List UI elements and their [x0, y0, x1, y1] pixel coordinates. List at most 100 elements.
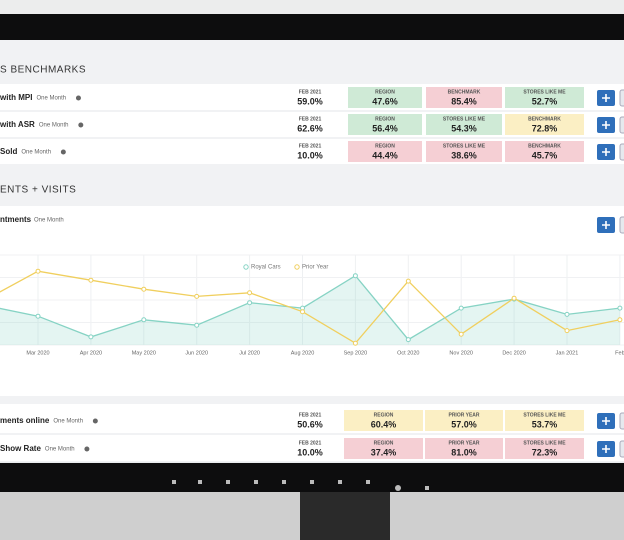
legend-marker: [243, 264, 249, 270]
metric-box: [344, 410, 423, 431]
point: [405, 337, 411, 343]
row-value: 10.0%: [297, 447, 323, 457]
x-tick-label: Jan 2021: [556, 350, 579, 356]
metric-value: 47.6%: [372, 96, 398, 106]
point: [141, 317, 147, 323]
metric-label: STORES LIKE ME: [523, 89, 566, 95]
metric-value: 57.0%: [451, 419, 477, 429]
x-tick-label: Apr 2020: [80, 350, 102, 356]
info-icon: [78, 122, 84, 128]
row-period: One Month: [53, 419, 83, 425]
row-date: FEB 2021: [299, 412, 322, 418]
x-tick-label: Nov 2020: [449, 350, 473, 356]
metric-label: PRIOR YEAR: [448, 412, 479, 418]
point: [35, 268, 41, 274]
bezel-buttons: [172, 480, 429, 491]
metric-box: [348, 114, 422, 135]
point: [247, 300, 253, 306]
x-tick-label: Feb: [615, 350, 624, 356]
row-date: FEB 2021: [299, 143, 322, 149]
info-icon: [84, 446, 90, 452]
metric-box: [425, 438, 503, 459]
section-title: S BENCHMARKS: [0, 65, 86, 76]
point: [617, 305, 623, 311]
x-tick-label: Sep 2020: [344, 350, 368, 356]
metric-value: 56.4%: [372, 123, 398, 133]
row-period: One Month: [36, 96, 66, 102]
metric-box: [505, 141, 584, 162]
area: [0, 275, 620, 345]
metric-box: [505, 87, 584, 108]
x-tick-label: Mar 2020: [26, 350, 49, 356]
panel-period: One Month: [34, 218, 64, 224]
metric-label: BENCHMARK: [528, 116, 561, 122]
point: [88, 277, 94, 283]
x-tick-label: Dec 2020: [502, 350, 526, 356]
metric-value: 37.4%: [371, 447, 397, 457]
point: [458, 331, 464, 337]
info-icon: [92, 418, 98, 424]
metric-box: [348, 141, 422, 162]
row-date: FEB 2021: [299, 116, 322, 122]
metric-value: 44.4%: [372, 150, 398, 160]
row-name: Show Rate: [0, 444, 41, 453]
row-name: ments online: [0, 416, 50, 425]
metric-box: [425, 410, 503, 431]
panel: [0, 206, 624, 396]
metric-label: STORES LIKE ME: [523, 412, 566, 418]
row-value: 50.6%: [297, 419, 323, 429]
row-value: 62.6%: [297, 123, 323, 133]
metric-value: 38.6%: [451, 150, 477, 160]
panel-title: ntments: [0, 215, 32, 224]
x-tick-label: Oct 2020: [397, 350, 419, 356]
row-period: One Month: [45, 447, 75, 453]
point: [458, 305, 464, 311]
metric-box: [505, 438, 584, 459]
metric-label: REGION: [375, 89, 395, 95]
metric-value: 60.4%: [371, 419, 397, 429]
stand: [300, 488, 390, 540]
metric-label: REGION: [374, 440, 394, 446]
metric-value: 45.7%: [532, 150, 558, 160]
metric-value: 72.3%: [532, 447, 558, 457]
metric-label: BENCHMARK: [528, 143, 561, 149]
row-name: with ASR: [0, 120, 35, 129]
info-icon: [75, 95, 81, 101]
point: [405, 278, 411, 284]
button-edge: [619, 412, 624, 430]
metric-label: STORES LIKE ME: [443, 116, 486, 122]
point: [564, 311, 570, 317]
point: [300, 309, 305, 315]
button-edge: [619, 89, 624, 107]
row-period: One Month: [39, 123, 69, 129]
point: [88, 334, 94, 340]
metric-label: STORES LIKE ME: [443, 143, 486, 149]
point: [35, 313, 41, 319]
row-value: 10.0%: [297, 150, 323, 160]
point: [247, 290, 253, 296]
x-tick-label: May 2020: [132, 350, 156, 356]
metric-box: [505, 114, 584, 135]
point: [352, 273, 358, 279]
metric-box: [426, 114, 502, 135]
legend-label: Royal Cars: [251, 265, 281, 271]
button-edge: [619, 440, 624, 458]
metric-value: 81.0%: [451, 447, 477, 457]
row-value: 59.0%: [297, 96, 323, 106]
legend-label: Prior Year: [302, 265, 328, 271]
row-date: FEB 2021: [299, 89, 322, 95]
metric-value: 53.7%: [532, 419, 558, 429]
legend-marker: [294, 264, 300, 270]
plus-icon: [602, 417, 610, 425]
button-edge: [619, 143, 624, 161]
point: [194, 293, 200, 299]
metric-label: PRIOR YEAR: [448, 440, 479, 446]
metric-label: STORES LIKE ME: [523, 440, 566, 446]
metric-box: [344, 438, 423, 459]
point: [511, 295, 517, 301]
row-period: One Month: [21, 150, 51, 156]
row-date: FEB 2021: [299, 440, 322, 446]
button-edge: [619, 116, 624, 134]
point: [141, 286, 147, 292]
